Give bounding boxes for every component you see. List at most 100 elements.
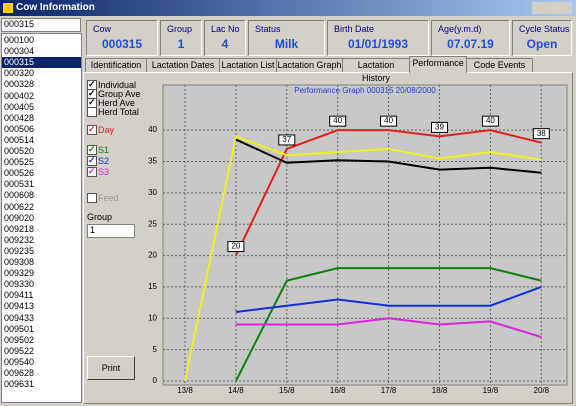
checkbox[interactable]: Herd Total xyxy=(87,107,139,117)
list-item[interactable]: 009502 xyxy=(4,334,35,345)
field-value: 07.07.19 xyxy=(447,37,494,51)
field-label: Cycle Status xyxy=(519,24,570,34)
x-tick-label: 13/8 xyxy=(177,386,193,395)
data-label: 39 xyxy=(435,123,444,132)
list-item[interactable]: 009540 xyxy=(4,356,35,367)
list-item[interactable]: 009330 xyxy=(4,279,35,290)
list-item[interactable]: 009433 xyxy=(4,312,35,323)
chart-title: Performance Graph 000315 20/08/2000 xyxy=(294,86,436,95)
data-label: 40 xyxy=(486,116,495,125)
cow-list[interactable]: 000100 000304 000315 000320 000328 000402 0004… xyxy=(1,33,82,403)
list-item[interactable]: 009522 xyxy=(4,345,35,356)
x-tick-label: 18/8 xyxy=(432,386,448,395)
list-item[interactable]: 000608 xyxy=(4,190,35,201)
field-label: Status xyxy=(255,24,281,34)
header-field: Cow 000315 xyxy=(86,20,158,56)
list-item[interactable]: 009628 xyxy=(4,368,35,378)
data-label: 40 xyxy=(384,116,393,125)
series-line xyxy=(235,317,542,339)
field-label: Cow xyxy=(93,24,112,34)
field-value: 000315 xyxy=(101,37,143,51)
list-item[interactable]: 000622 xyxy=(4,201,35,212)
field-label: Lac No xyxy=(211,24,240,34)
data-label-box xyxy=(227,241,245,253)
field-value: Milk xyxy=(274,37,299,51)
data-label-box xyxy=(481,115,499,127)
checkbox[interactable]: S3 xyxy=(87,166,109,177)
checkbox[interactable]: S2 xyxy=(87,155,109,166)
list-item[interactable]: 009235 xyxy=(4,245,35,256)
list-item[interactable]: 000506 xyxy=(4,123,35,134)
list-item[interactable]: 000525 xyxy=(4,157,35,168)
chart: Performance Graph 000315 20/08/2000 0 5 10… xyxy=(148,84,568,395)
tab[interactable]: Lactation History xyxy=(342,58,410,83)
list-item[interactable]: 009329 xyxy=(4,268,35,279)
list-item[interactable]: 000320 xyxy=(4,68,35,79)
x-tick-label: 19/8 xyxy=(483,386,499,395)
field-label: Group xyxy=(167,24,193,34)
y-tick-label: 15 xyxy=(148,282,157,291)
y-tick-label: 30 xyxy=(148,188,157,197)
tab[interactable]: Lactation Dates xyxy=(146,58,220,72)
header-field: Cycle Status Open xyxy=(512,20,572,56)
data-label-box xyxy=(431,121,448,133)
list-item[interactable]: 000304 xyxy=(4,46,35,57)
header-field: Group 1 xyxy=(160,20,202,56)
list-item[interactable]: 009631 xyxy=(4,379,35,390)
data-label: 38 xyxy=(537,129,546,138)
tab[interactable]: Identification xyxy=(85,58,147,72)
search-box[interactable]: 000315 xyxy=(1,18,81,32)
tab[interactable]: Code Events xyxy=(466,58,533,72)
field-label: Age(y.m.d) xyxy=(438,24,482,34)
tab[interactable]: Lactation Graph xyxy=(276,58,343,72)
group-select[interactable]: 1 xyxy=(87,224,135,238)
list-item[interactable]: 000526 xyxy=(4,168,35,179)
plot-area xyxy=(162,84,568,386)
list-item[interactable]: 009020 xyxy=(4,212,35,223)
checkbox[interactable]: Feed xyxy=(87,193,119,203)
list-item[interactable]: 009308 xyxy=(4,257,35,267)
list-item[interactable]: 000315 xyxy=(2,57,81,69)
y-tick-label: 20 xyxy=(148,251,157,260)
x-tick-label: 17/8 xyxy=(381,386,397,395)
checkbox[interactable]: S1 xyxy=(87,144,109,155)
app-icon xyxy=(3,3,13,13)
print-button[interactable]: Print xyxy=(87,356,135,380)
x-tick-label: 14/8 xyxy=(228,386,244,395)
field-value: 01/01/1993 xyxy=(347,37,409,51)
list-item[interactable]: 009501 xyxy=(4,323,35,334)
list-item[interactable]: 000428 xyxy=(4,112,35,123)
list-item[interactable]: 000405 xyxy=(4,101,35,112)
y-tick-label: 5 xyxy=(153,345,158,354)
list-item[interactable]: 000100 xyxy=(4,35,35,45)
field-value: 4 xyxy=(221,37,229,51)
y-tick-label: 25 xyxy=(148,219,157,228)
list-item[interactable]: 000531 xyxy=(4,179,35,190)
y-tick-label: 40 xyxy=(148,125,157,134)
checkbox[interactable]: Day xyxy=(87,124,114,135)
list-item[interactable]: 009232 xyxy=(4,234,35,245)
header-field: Age(y.m.d) 07.07.19 xyxy=(431,20,510,56)
list-item[interactable]: 000328 xyxy=(4,79,35,90)
series-line xyxy=(184,135,542,382)
data-label: 37 xyxy=(282,135,291,144)
list-item[interactable]: 009411 xyxy=(4,290,34,301)
y-tick-label: 35 xyxy=(148,157,157,166)
list-item[interactable]: 000514 xyxy=(4,134,35,145)
window-buttons[interactable] xyxy=(532,2,572,14)
list-item[interactable]: 009218 xyxy=(4,223,35,234)
x-tick-label: 16/8 xyxy=(330,386,346,395)
series-line xyxy=(235,267,542,382)
series-line xyxy=(235,138,542,174)
data-label-box xyxy=(532,128,550,140)
field-value: 1 xyxy=(177,37,185,51)
tab[interactable]: Performance xyxy=(409,56,467,73)
list-item[interactable]: 009413 xyxy=(4,301,35,312)
header-field: Status Milk xyxy=(248,20,325,56)
tab[interactable]: Lactation List xyxy=(219,58,277,72)
list-item[interactable]: 000520 xyxy=(4,146,35,156)
header-field: Lac No 4 xyxy=(204,20,246,56)
x-tick-label: 15/8 xyxy=(279,386,295,395)
list-item[interactable]: 000402 xyxy=(4,90,35,101)
